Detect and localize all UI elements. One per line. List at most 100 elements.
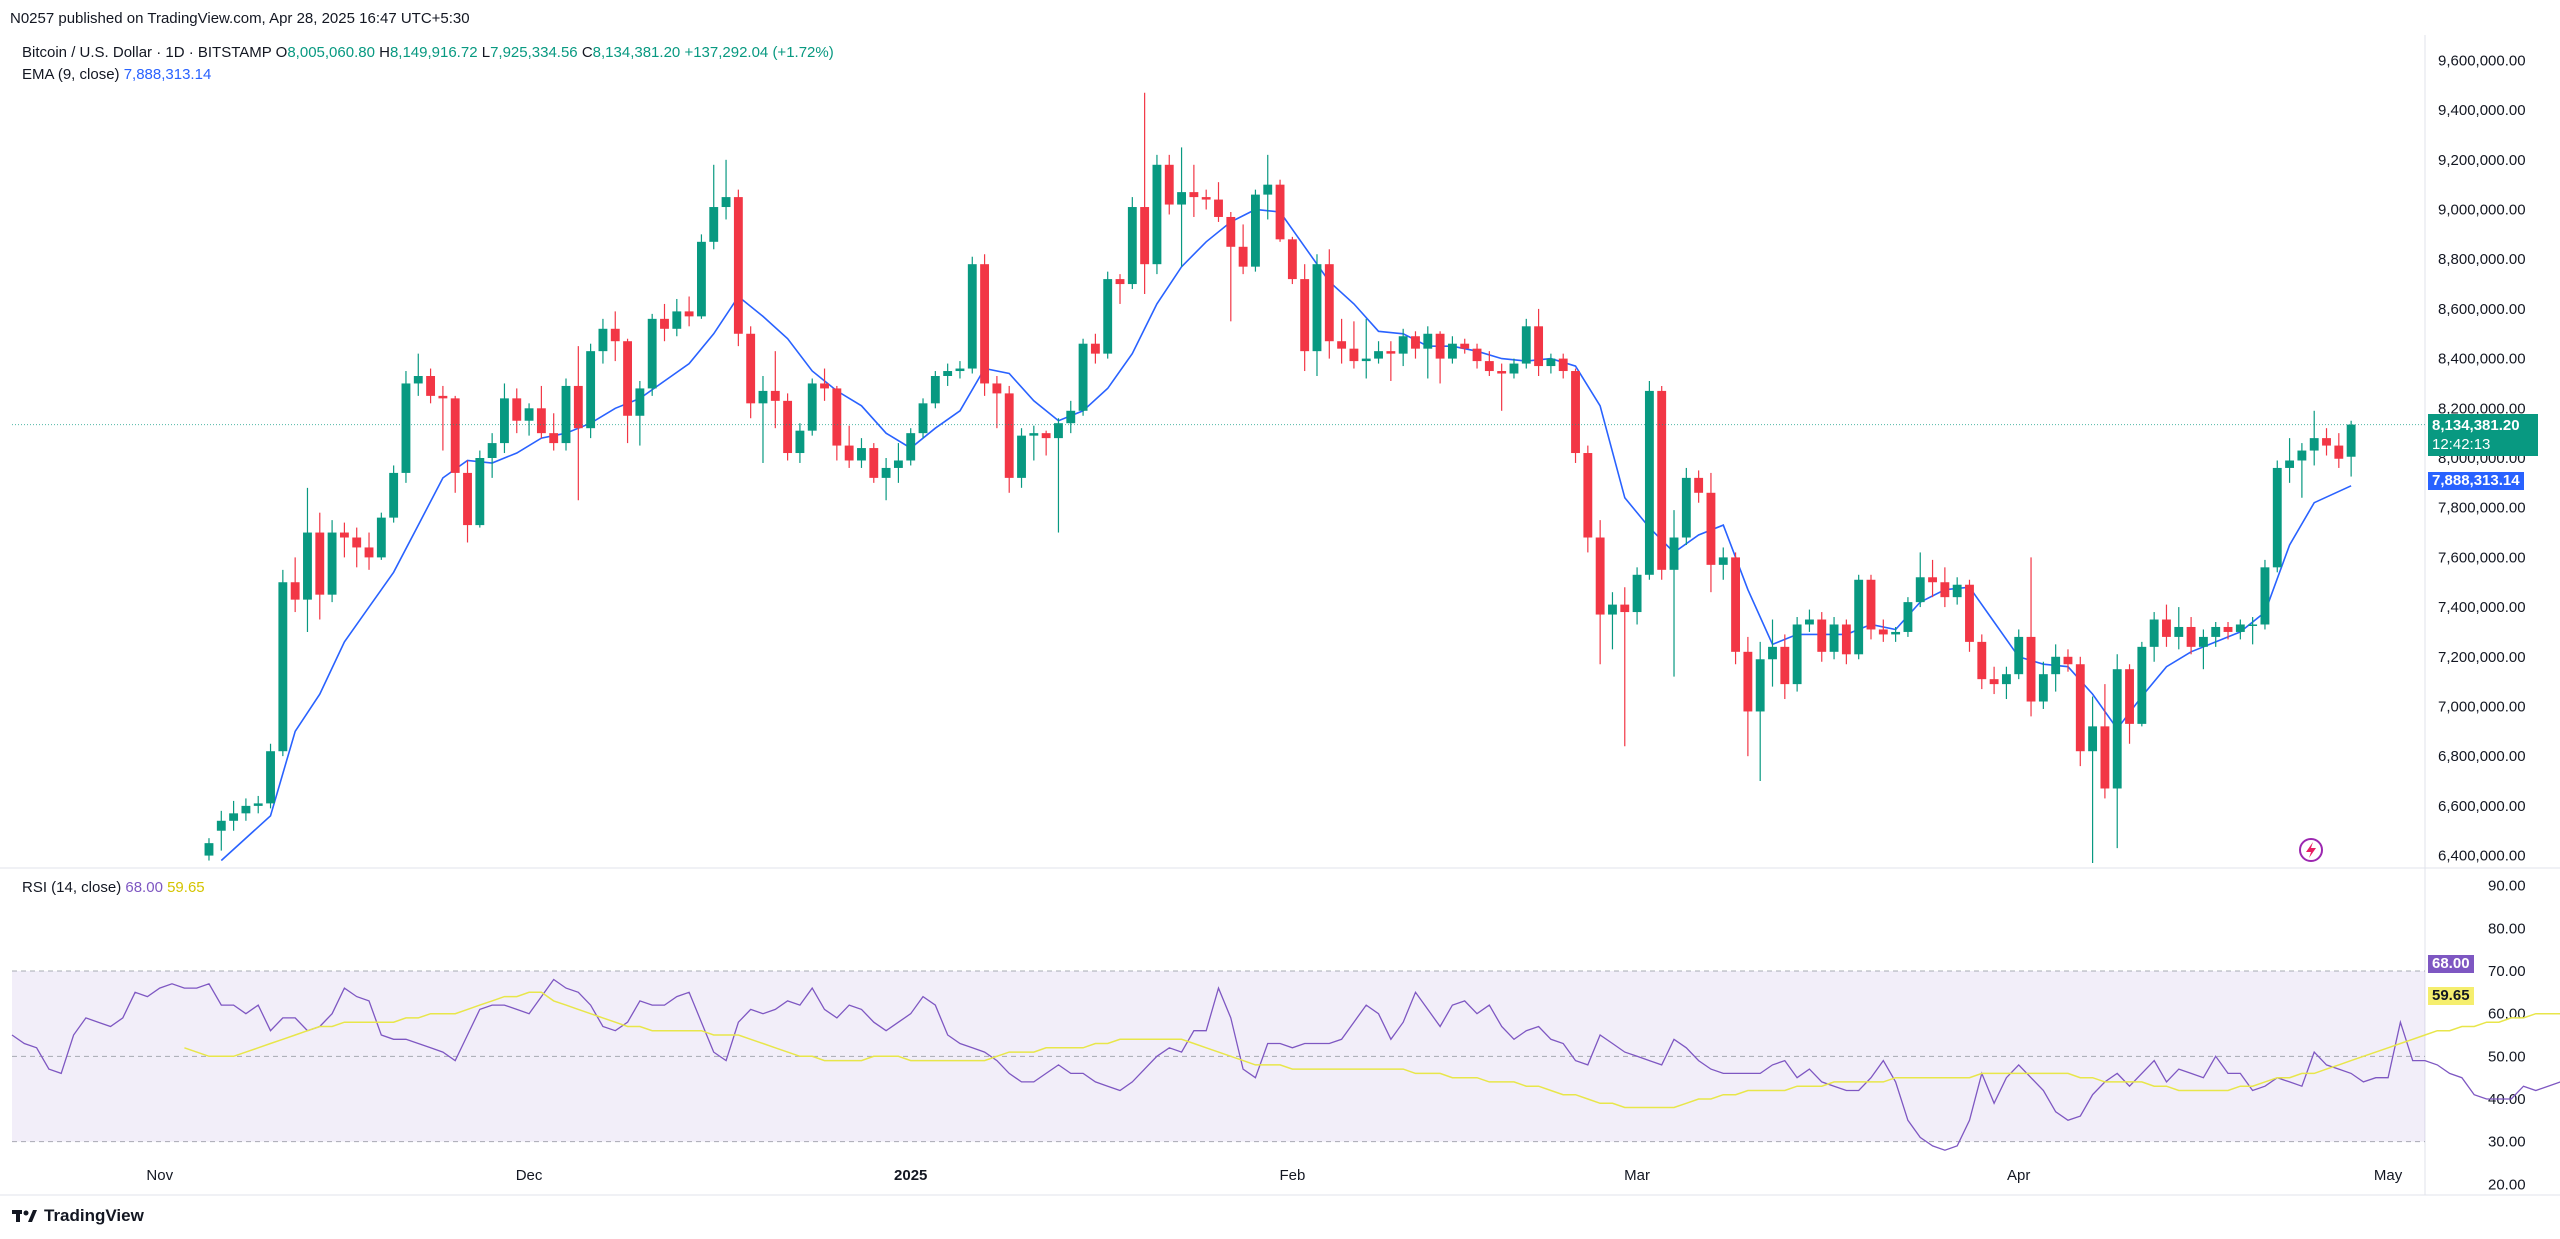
- candle-body: [893, 460, 903, 468]
- time-tick-label: Nov: [146, 1167, 173, 1184]
- candle-body: [586, 351, 596, 429]
- candle-down: [450, 395, 460, 493]
- candle-body: [1423, 333, 1433, 349]
- candle-body: [1743, 651, 1753, 712]
- candle-up: [2297, 443, 2307, 498]
- symbol-legend[interactable]: Bitcoin / U.S. Dollar · 1D · BITSTAMP O8…: [22, 44, 834, 61]
- candle-up: [1854, 574, 1864, 660]
- candle-up: [2346, 420, 2356, 477]
- price-badge: 8,134,381.20 12:42:13: [2428, 414, 2538, 456]
- candle-body: [1004, 393, 1014, 478]
- candle-body: [2026, 636, 2036, 702]
- close-label: C: [581, 44, 593, 61]
- candle-body: [500, 398, 509, 444]
- candle-body: [684, 311, 694, 317]
- candle-body: [487, 443, 497, 458]
- candle-body: [1792, 624, 1802, 685]
- price-tick-label: 6,400,000.00: [2438, 848, 2526, 865]
- candle-down: [364, 532, 374, 570]
- candle-body: [1152, 164, 1162, 265]
- candle-body: [278, 582, 288, 752]
- candle-down: [2075, 656, 2085, 767]
- candle-up: [253, 795, 263, 814]
- published-line: N0257 published on TradingView.com, Apr …: [10, 10, 470, 27]
- candle-body: [561, 385, 571, 444]
- candle-body: [1915, 577, 1925, 603]
- time-tick-label: 2025: [894, 1167, 927, 1184]
- candle-up: [2309, 410, 2319, 466]
- candle-down: [1583, 445, 1593, 553]
- candle-up: [1066, 400, 1076, 434]
- candle-down: [1090, 333, 1100, 364]
- candle-body: [1878, 629, 1888, 635]
- candle-body: [1952, 584, 1962, 598]
- candle-up: [1903, 597, 1913, 637]
- candle-body: [1337, 341, 1347, 349]
- rsi-ma-badge: 59.65: [2428, 987, 2474, 1005]
- candles: [204, 92, 2356, 864]
- candle-body: [930, 376, 940, 404]
- ema-line: [220, 208, 2352, 862]
- candle-body: [1177, 192, 1186, 205]
- candle-body: [389, 472, 399, 518]
- candle-body: [2322, 438, 2331, 446]
- candle-up: [1054, 418, 1063, 533]
- grid: [0, 35, 2560, 1196]
- candle-body: [2014, 636, 2024, 675]
- candle-down: [1558, 353, 1568, 379]
- candle-body: [1657, 390, 1667, 570]
- candle-body: [2198, 636, 2208, 647]
- candle-body: [1694, 477, 1704, 493]
- candle-body: [1509, 363, 1519, 374]
- candle-up: [561, 378, 571, 451]
- candle-up: [2014, 629, 2024, 680]
- tradingview-logo[interactable]: TradingView: [12, 1206, 144, 1226]
- candle-body: [2334, 445, 2344, 459]
- candle-up: [2038, 661, 2048, 709]
- candle-up: [696, 234, 706, 319]
- candle-down: [1164, 154, 1174, 215]
- ema-legend[interactable]: EMA (9, close) 7,888,313.14: [22, 66, 211, 83]
- candle-down: [1300, 264, 1310, 372]
- candle-body: [266, 751, 275, 804]
- candle-down: [512, 388, 522, 434]
- candle-body: [992, 383, 1002, 394]
- candle-up: [2260, 559, 2270, 630]
- candle-body: [1940, 582, 1950, 598]
- candle-body: [1214, 199, 1223, 217]
- rsi-legend[interactable]: RSI (14, close) 68.00 59.65: [22, 879, 205, 896]
- candle-body: [1029, 433, 1039, 436]
- time-tick-label: Dec: [516, 1167, 543, 1184]
- candle-body: [1595, 537, 1605, 615]
- rsi-tick-label: 20.00: [2488, 1176, 2526, 1193]
- candle-body: [573, 385, 583, 429]
- candle-up: [204, 838, 214, 861]
- tradingview-logo-icon: [12, 1210, 37, 1222]
- candle-body: [1115, 279, 1125, 285]
- candle-body: [733, 197, 743, 334]
- candle-body: [450, 398, 460, 473]
- candle-down: [1743, 636, 1753, 757]
- candle-body: [2223, 626, 2233, 632]
- candle-down: [746, 326, 756, 419]
- candle-up: [721, 159, 731, 220]
- candle-up: [1078, 338, 1088, 416]
- candle-body: [709, 207, 719, 242]
- candle-down: [1977, 634, 1987, 690]
- candle-body: [364, 547, 374, 558]
- candle-down: [660, 303, 669, 342]
- high-label: H: [379, 44, 390, 61]
- candle-body: [1054, 423, 1063, 439]
- candle-body: [1251, 194, 1260, 267]
- candle-body: [2186, 626, 2196, 647]
- candle-down: [992, 376, 1002, 429]
- price-tick-label: 7,200,000.00: [2438, 649, 2526, 666]
- candle-up: [1103, 271, 1113, 359]
- candle-body: [758, 390, 768, 404]
- time-tick-label: Apr: [2007, 1167, 2030, 1184]
- candle-down: [315, 512, 325, 620]
- candle-down: [980, 254, 990, 396]
- candle-up: [1521, 318, 1531, 369]
